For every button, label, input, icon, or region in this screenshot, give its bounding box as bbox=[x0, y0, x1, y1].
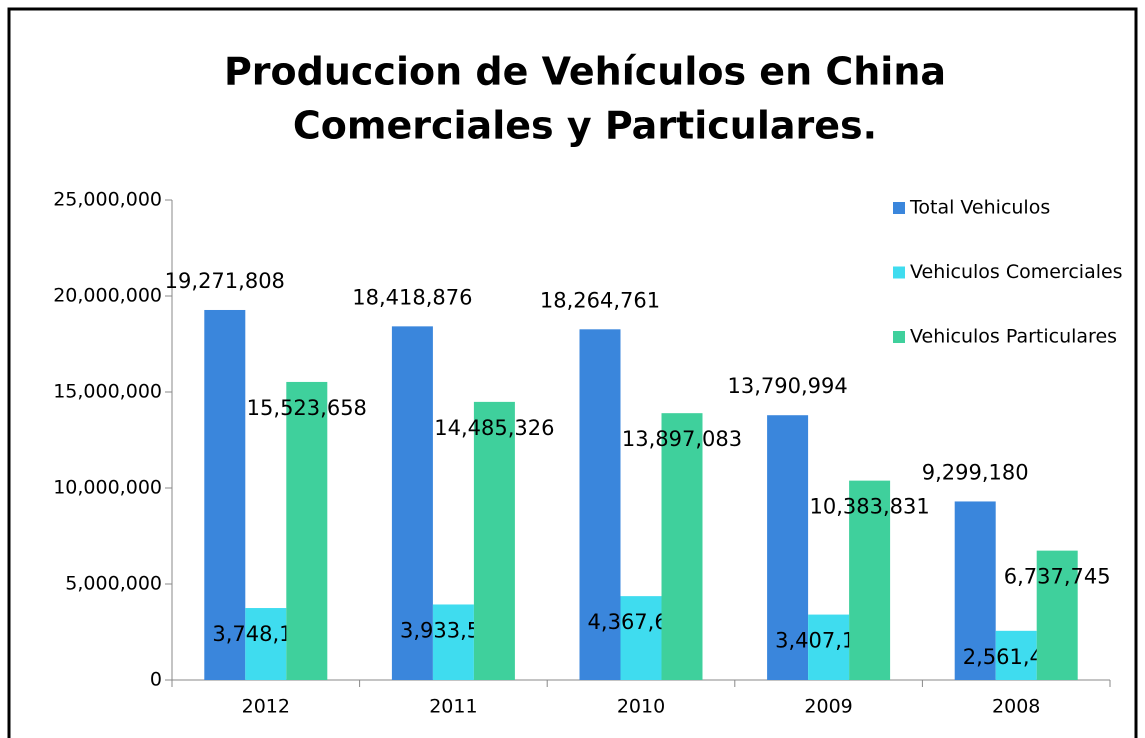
bar bbox=[954, 501, 996, 680]
chart-title: Comerciales y Particulares. bbox=[293, 104, 877, 148]
bar bbox=[1036, 550, 1078, 680]
y-tick-label: 10,000,000 bbox=[53, 477, 162, 499]
chart-title: Produccion de Vehículos en China bbox=[224, 50, 946, 94]
bar bbox=[620, 596, 662, 680]
data-label: 15,523,658 bbox=[247, 396, 367, 420]
y-tick-label: 5,000,000 bbox=[65, 573, 162, 595]
bar bbox=[767, 415, 809, 680]
legend-label: Vehiculos Particulares bbox=[910, 326, 1117, 348]
y-tick-label: 0 bbox=[150, 669, 162, 691]
data-label: 19,271,808 bbox=[165, 269, 285, 293]
bar bbox=[661, 413, 703, 680]
data-label: 6,737,745 bbox=[1004, 565, 1111, 589]
data-label: 10,383,831 bbox=[809, 495, 929, 519]
bar bbox=[473, 401, 515, 680]
frame bbox=[7, 7, 1138, 738]
legend-swatch bbox=[893, 202, 905, 214]
data-label: 13,790,994 bbox=[727, 374, 847, 398]
bar bbox=[204, 309, 246, 680]
data-label: 18,418,876 bbox=[352, 285, 472, 309]
bar bbox=[391, 326, 433, 680]
legend-swatch bbox=[893, 266, 905, 279]
x-tick-label: 2012 bbox=[242, 696, 290, 718]
legend-label: Vehiculos Comerciales bbox=[910, 261, 1123, 283]
x-tick-label: 2009 bbox=[804, 696, 852, 718]
legend-swatch bbox=[893, 331, 905, 343]
bar bbox=[286, 381, 328, 680]
x-tick-label: 2010 bbox=[617, 696, 665, 718]
data-label: 9,299,180 bbox=[922, 460, 1029, 484]
bar bbox=[579, 329, 621, 680]
bar bbox=[849, 480, 891, 680]
x-tick-label: 2008 bbox=[992, 696, 1040, 718]
bar bbox=[245, 608, 287, 680]
y-tick-label: 25,000,000 bbox=[53, 189, 162, 211]
y-tick-label: 20,000,000 bbox=[53, 285, 162, 307]
y-tick-label: 15,000,000 bbox=[53, 381, 162, 403]
data-label: 18,264,761 bbox=[540, 288, 660, 312]
x-tick-label: 2011 bbox=[429, 696, 477, 718]
legend-label: Total Vehiculos bbox=[909, 197, 1050, 219]
bar bbox=[995, 630, 1037, 680]
bar bbox=[808, 614, 850, 680]
bar bbox=[432, 604, 474, 680]
data-label: 14,485,326 bbox=[434, 416, 554, 440]
data-label: 13,897,083 bbox=[622, 427, 742, 451]
